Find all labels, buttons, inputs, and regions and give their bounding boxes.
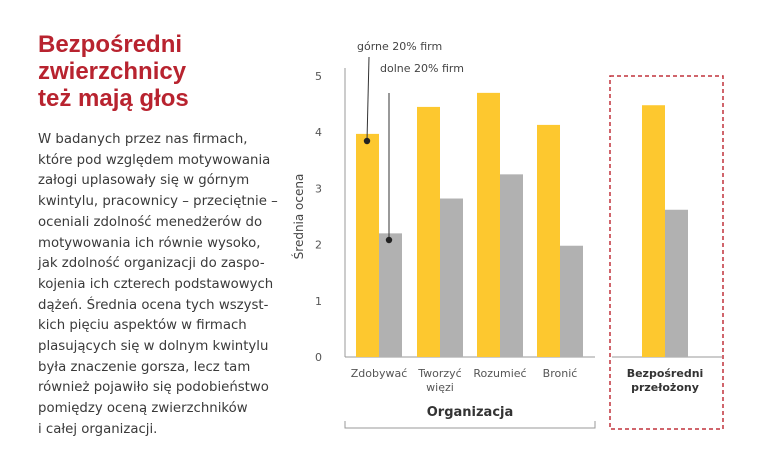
body-line: motywowania ich równie wysoko, bbox=[38, 235, 261, 251]
bar-bottom20 bbox=[440, 198, 463, 357]
body-line: W badanych przez nas firmach, bbox=[38, 132, 248, 147]
y-tick-label: 2 bbox=[315, 239, 322, 252]
annotation-leader-line bbox=[366, 56, 370, 142]
bar-bottom20 bbox=[665, 209, 688, 357]
x-tick-label: Bronić bbox=[543, 367, 578, 380]
body-line: dążeń. Średnia ocena tych wszyst- bbox=[38, 297, 269, 313]
x-tick-label: Tworzyć bbox=[417, 367, 461, 380]
x-tick-label: Zdobywać bbox=[351, 367, 408, 380]
series-annotation: górne 20% firm bbox=[357, 40, 442, 53]
annotation-dot bbox=[385, 236, 393, 244]
annotation-dot bbox=[363, 137, 371, 145]
highlight-category-label: Bezpośredni bbox=[627, 367, 704, 380]
bar-top20 bbox=[537, 124, 560, 357]
x-tick-label: Rozumieć bbox=[473, 367, 526, 380]
title-line: Bezpośredni bbox=[38, 31, 183, 58]
y-tick-label: 4 bbox=[315, 126, 322, 139]
body-line: kojenia ich czterech podstawowych bbox=[38, 276, 274, 292]
y-tick-label: 5 bbox=[315, 70, 322, 83]
body-line: kwintylu, pracownicy – przeciętnie – bbox=[38, 194, 278, 210]
highlight-category-label: przełożony bbox=[631, 381, 699, 394]
body-line: i całej organizacji. bbox=[38, 421, 158, 437]
bar-top20 bbox=[417, 106, 440, 357]
bar-bottom20 bbox=[500, 174, 523, 357]
body-line: oceniali zdolność menedżerów do bbox=[38, 214, 263, 230]
y-tick-label: 0 bbox=[315, 351, 322, 364]
body-line: pomiędzy oceną zwierzchników bbox=[38, 401, 248, 417]
body-line: które pod względem motywowania bbox=[38, 152, 271, 168]
bar-top20 bbox=[356, 133, 379, 357]
body-line: była znaczenie gorsza, lecz tam bbox=[38, 359, 251, 375]
y-tick-label: 3 bbox=[315, 182, 322, 195]
bar-bottom20 bbox=[560, 245, 583, 357]
highlight-dashed-box bbox=[609, 75, 724, 430]
bar-bottom20 bbox=[379, 233, 402, 357]
body-line: załogi uplasowały się w górnym bbox=[38, 173, 250, 189]
page-title: Bezpośredni zwierzchnicy też mają głos bbox=[38, 31, 288, 112]
body-line: jak zdolność organizacji do zaspo- bbox=[38, 256, 265, 272]
y-tick-label: 1 bbox=[315, 295, 322, 308]
body-line: również pojawiło się podobieństwo bbox=[38, 380, 269, 396]
body-line: plasujących się w dolnym kwintylu bbox=[38, 339, 269, 355]
series-annotation: dolne 20% firm bbox=[380, 62, 464, 75]
body-paragraph: W badanych przez nas firmach, które pod … bbox=[38, 130, 278, 441]
y-axis-label: Średnia ocena bbox=[291, 174, 306, 260]
x-tick-label: więzi bbox=[426, 381, 454, 394]
bar-top20 bbox=[477, 92, 500, 358]
group-label: Organizacja bbox=[427, 405, 514, 420]
title-line: zwierzchnicy bbox=[38, 58, 187, 85]
body-line: kich pięciu aspektów w firmach bbox=[38, 318, 247, 334]
title-line: też mają głos bbox=[38, 85, 189, 112]
bar-top20 bbox=[642, 105, 665, 357]
group-bracket bbox=[344, 421, 596, 429]
